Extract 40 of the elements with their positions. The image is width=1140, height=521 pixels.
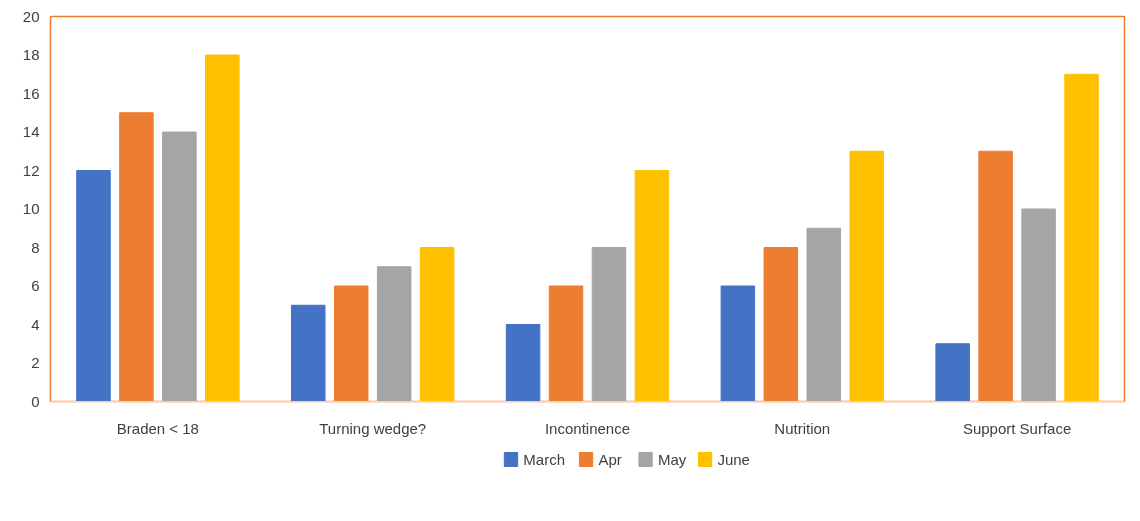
y-tick-label: 4 xyxy=(31,315,40,333)
y-tick-label: 6 xyxy=(31,277,40,294)
bar xyxy=(505,324,541,402)
y-tick-label: 18 xyxy=(22,46,40,63)
bar xyxy=(849,150,884,402)
bar xyxy=(720,285,756,402)
y-tick-label: 14 xyxy=(22,123,40,140)
bar xyxy=(634,170,670,402)
bar xyxy=(935,343,970,402)
y-tick-label: 0 xyxy=(31,392,40,410)
y-tick-label: 16 xyxy=(22,84,40,102)
bar xyxy=(978,150,1013,402)
x-tick-label: Turning wedge? xyxy=(319,419,427,437)
y-tick-label: 12 xyxy=(22,161,40,179)
legend-label: June xyxy=(717,451,750,468)
bar xyxy=(806,227,842,402)
x-tick-label: Nutrition xyxy=(774,419,831,437)
bar xyxy=(591,247,627,402)
bar xyxy=(1021,208,1056,402)
bar xyxy=(419,247,455,402)
y-tick-label: 8 xyxy=(31,238,40,256)
y-tick-label: 10 xyxy=(22,200,40,217)
legend-label: May xyxy=(657,451,687,468)
x-tick-label: Support Surface xyxy=(962,419,1072,437)
bar xyxy=(162,131,197,402)
bar xyxy=(333,285,369,402)
bar xyxy=(376,266,412,402)
bar xyxy=(1064,73,1099,402)
y-tick-label: 20 xyxy=(22,7,40,25)
legend-label: Apr xyxy=(598,451,622,468)
x-tick-label: Braden < 18 xyxy=(116,419,199,437)
bar xyxy=(291,304,326,402)
bar xyxy=(548,285,584,402)
bar xyxy=(763,247,799,402)
legend-label: March xyxy=(523,451,566,468)
x-tick-label: Incontinence xyxy=(544,419,631,437)
bar xyxy=(119,112,154,402)
bar xyxy=(76,170,111,402)
bar xyxy=(205,54,240,402)
y-tick-label: 2 xyxy=(31,354,40,371)
